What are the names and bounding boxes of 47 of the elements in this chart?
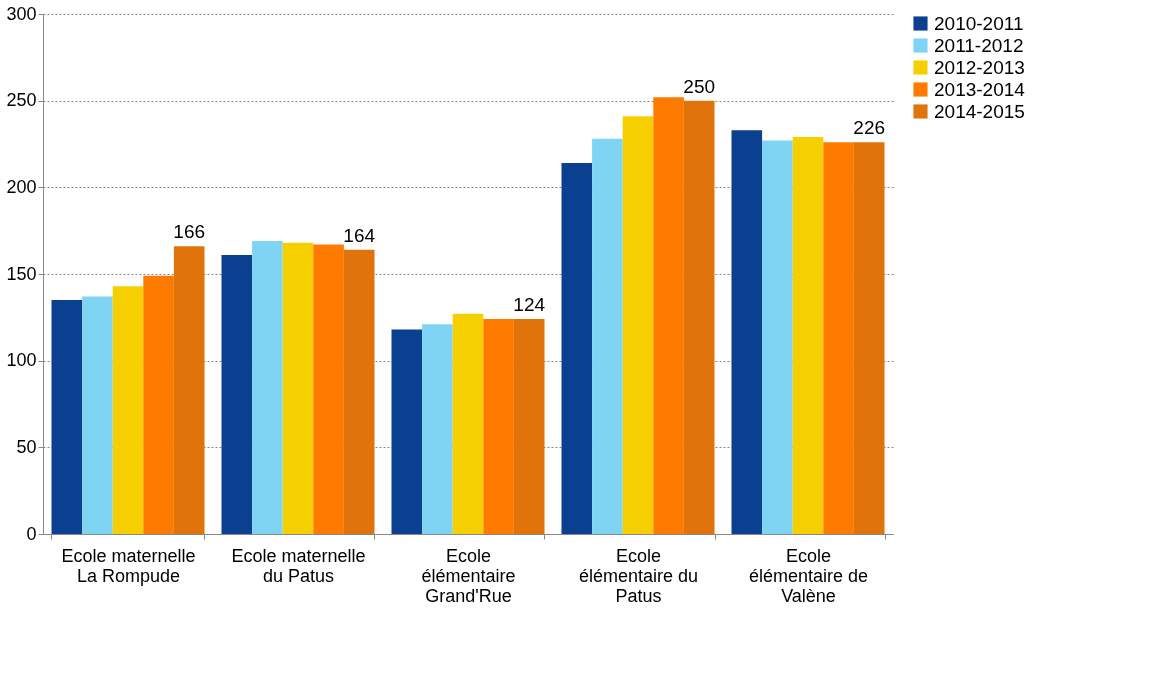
- data-label: 164: [343, 224, 376, 246]
- legend-label: 2011-2012: [934, 34, 1024, 56]
- bar: [112, 286, 144, 534]
- bar: [622, 116, 654, 534]
- bar: [313, 244, 344, 534]
- bar: [221, 254, 253, 534]
- legend-label: 2013-2014: [934, 78, 1026, 100]
- bar: [561, 163, 593, 534]
- x-tick-label: Ecole élémentaire du Patus: [578, 545, 699, 606]
- legend-label: 2014-2015: [934, 100, 1025, 122]
- bar: [592, 138, 623, 534]
- x-tick-label: Ecole élémentaire Grand'Rue: [421, 545, 516, 606]
- bar: [51, 300, 83, 534]
- data-label: 124: [513, 294, 546, 316]
- y-tick-label: 200: [6, 176, 37, 197]
- bar: [483, 319, 514, 534]
- data-label: 250: [683, 75, 716, 97]
- x-tick-label: Ecole élémentaire de Valène: [748, 545, 869, 606]
- bar: [252, 241, 283, 534]
- data-label: 226: [853, 117, 886, 139]
- x-tick-label: Ecole maternelle La Rompude: [61, 545, 196, 586]
- y-tick-label: 100: [6, 350, 37, 371]
- bar: [391, 329, 423, 534]
- bar: [452, 313, 484, 534]
- bar: [422, 324, 453, 534]
- bar: [853, 142, 885, 534]
- bar: [173, 246, 205, 534]
- bar: [762, 140, 793, 534]
- y-tick-label: 50: [16, 436, 37, 457]
- bar: [143, 275, 174, 534]
- y-tick-label: 150: [6, 263, 37, 284]
- y-tick-label: 250: [6, 90, 37, 111]
- legend-label: 2010-2011: [934, 12, 1024, 34]
- bar: [282, 242, 314, 534]
- x-tick-label: Ecole maternelle du Patus: [231, 545, 366, 586]
- bar: [683, 100, 715, 534]
- legend-label: 2012-2013: [934, 56, 1025, 78]
- bar: [343, 249, 375, 534]
- bar: [653, 97, 684, 534]
- bar: [82, 296, 113, 534]
- data-label: 166: [173, 221, 206, 243]
- bar: [731, 130, 763, 534]
- y-tick-label: 0: [26, 523, 37, 544]
- bar: [823, 142, 854, 534]
- y-tick-label: 300: [6, 3, 37, 24]
- bar: [513, 319, 545, 534]
- bar: [792, 137, 824, 534]
